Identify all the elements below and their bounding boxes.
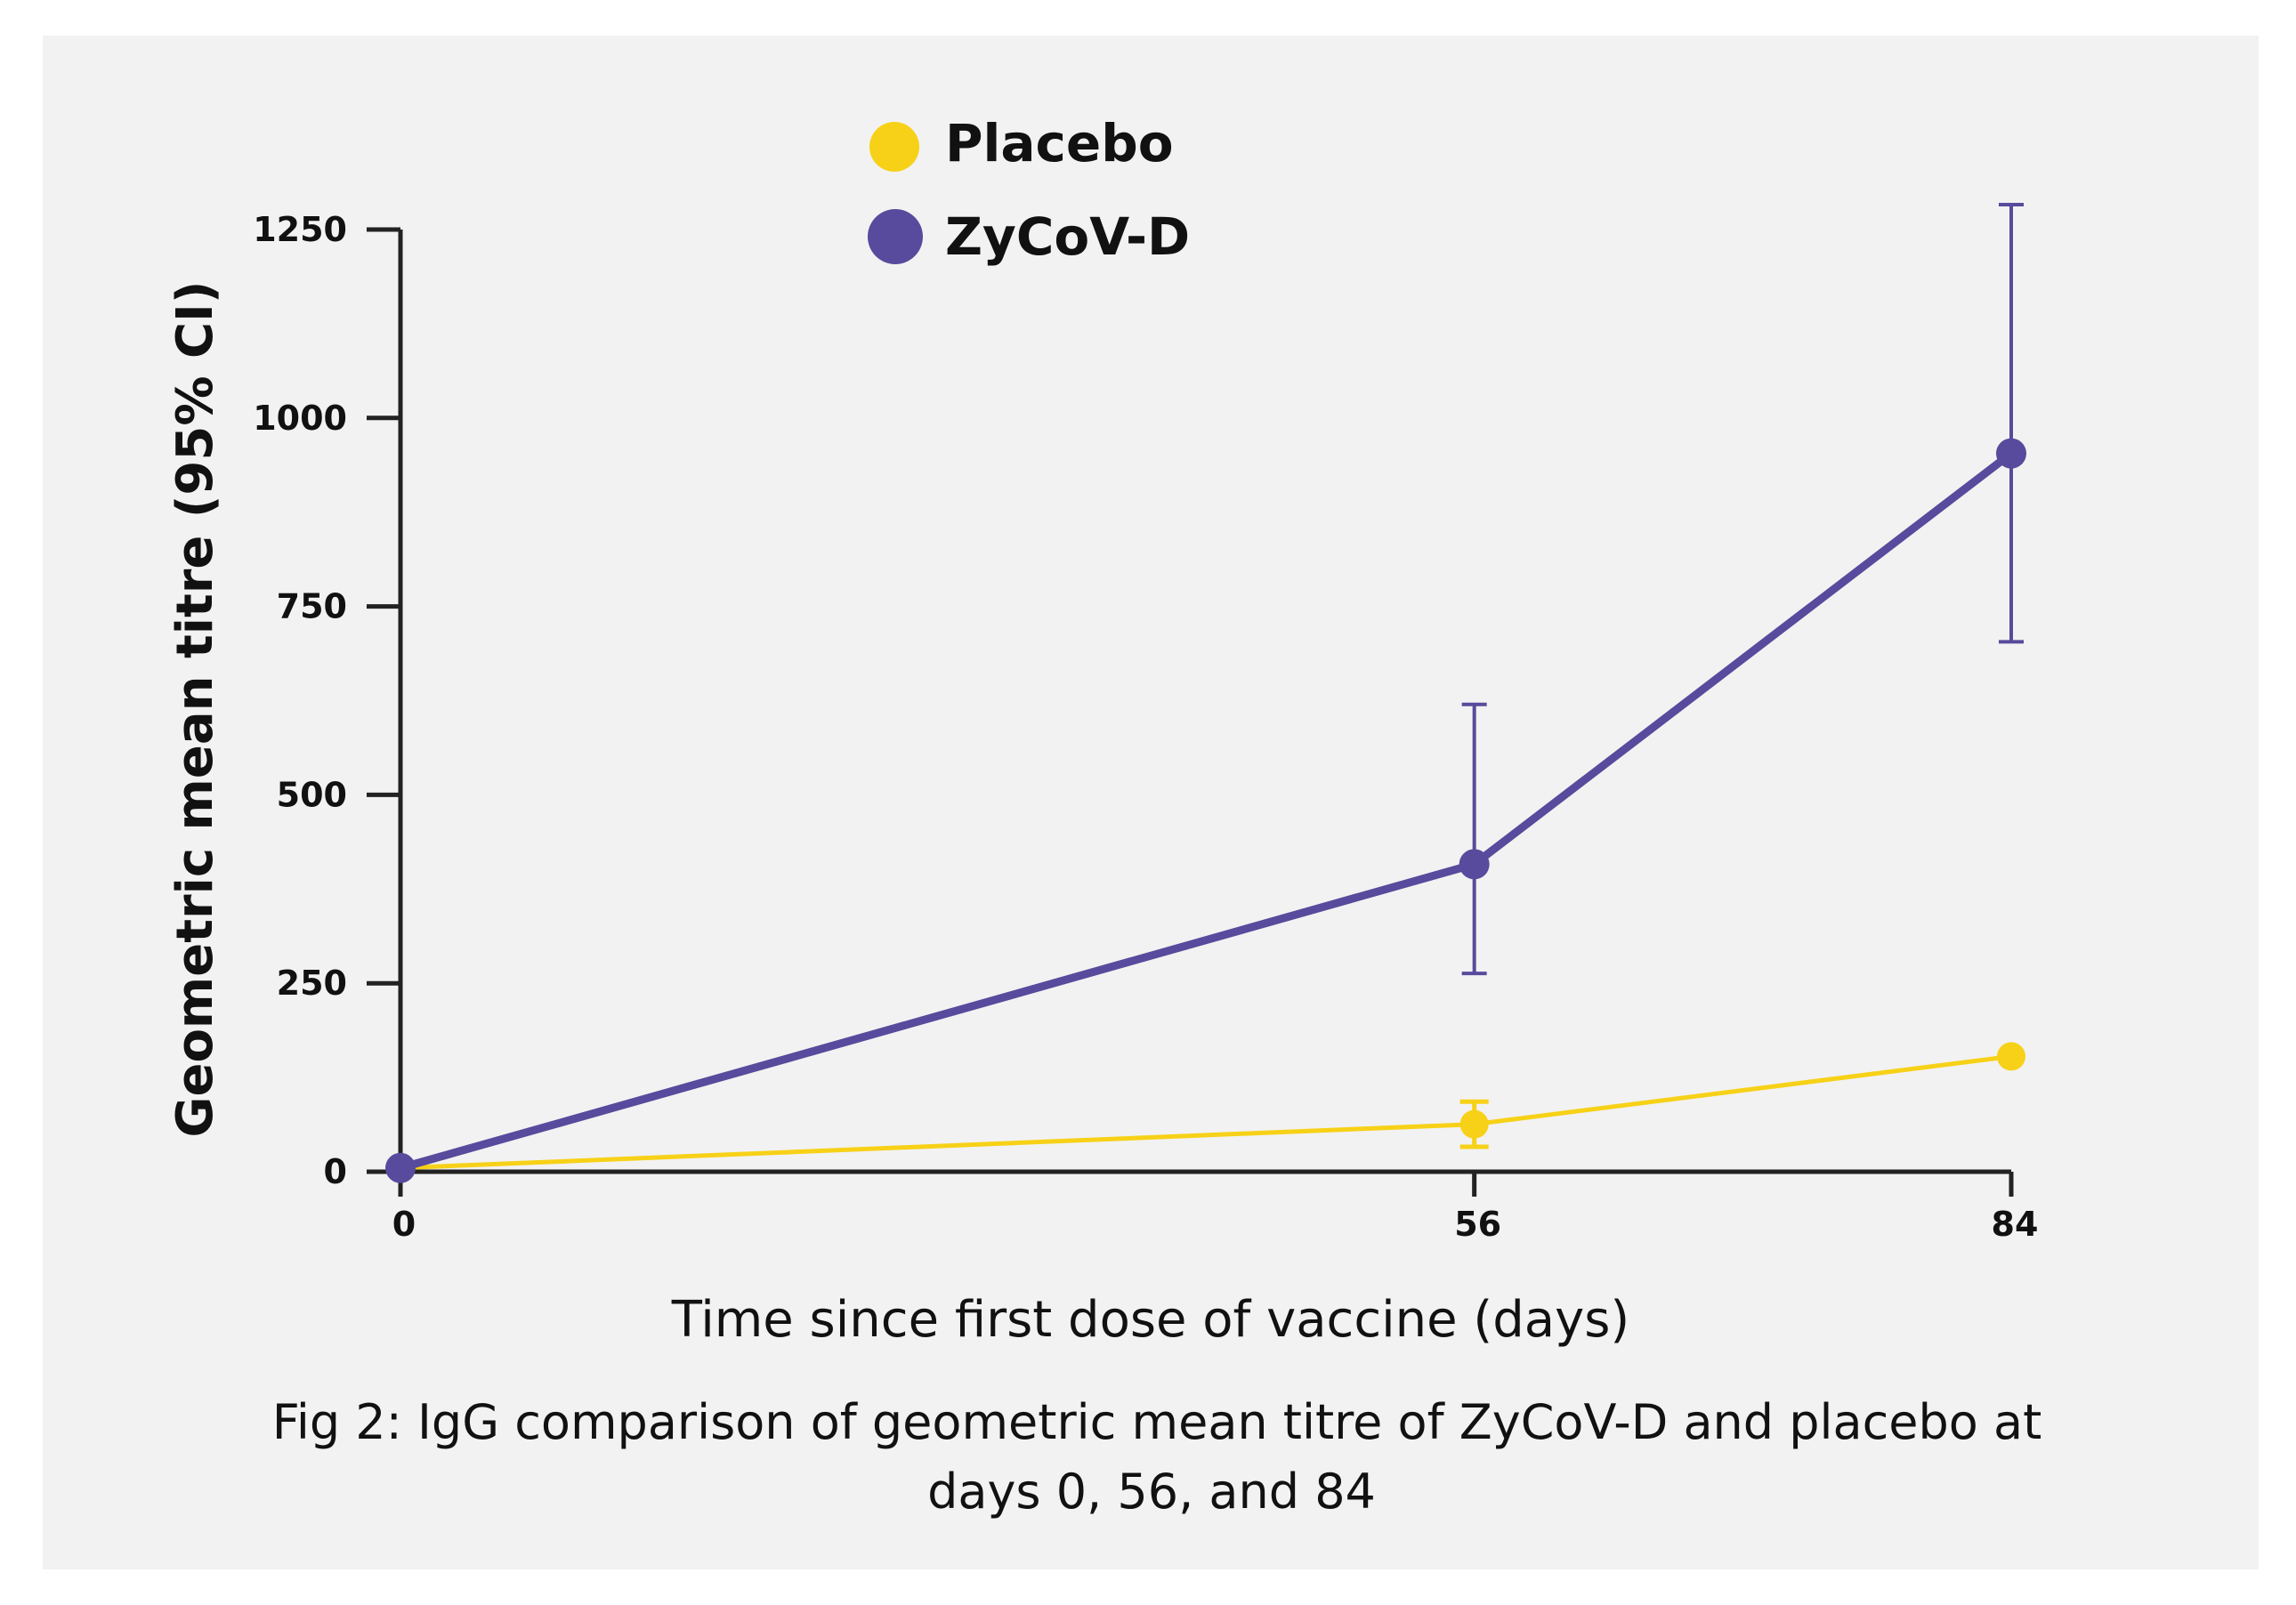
legend: Placebo ZyCoV-D xyxy=(868,113,1190,267)
axes xyxy=(398,230,2011,1174)
y-tick-label: 1000 xyxy=(253,399,347,438)
series-line-zycov-d xyxy=(399,450,2014,1173)
y-tick-label: 750 xyxy=(277,587,347,626)
y-axis-label: Geometric mean titre (95% CI) xyxy=(166,281,224,1138)
y-ticks: 0 250 500 750 1000 1250 xyxy=(253,210,400,1191)
data-point-zycov-d xyxy=(1459,849,1490,880)
series-layer xyxy=(385,203,2026,1183)
y-tick-label: 250 xyxy=(277,964,347,1003)
x-axis-label: Time since first dose of vaccine (days) xyxy=(671,1291,1630,1349)
y-tick-label: 1250 xyxy=(253,210,347,249)
data-point-zycov-d xyxy=(1996,438,2026,469)
chart-panel xyxy=(43,36,2259,1569)
data-point-placebo xyxy=(1997,1042,2025,1071)
x-ticks: 0 56 84 xyxy=(392,1172,2039,1244)
x-tick-label: 84 xyxy=(1992,1205,2039,1244)
legend-label-zycov-d: ZyCoV-D xyxy=(945,206,1190,267)
y-tick-label: 500 xyxy=(277,775,347,814)
y-tick-label: 0 xyxy=(324,1152,347,1191)
legend-label-placebo: Placebo xyxy=(945,113,1174,173)
x-tick-label: 0 xyxy=(392,1205,416,1244)
data-point-placebo xyxy=(1459,1109,1489,1139)
data-point-zycov-d xyxy=(385,1152,416,1183)
series-line-placebo xyxy=(400,1053,2012,1171)
legend-marker-zycov-d xyxy=(868,209,923,264)
figure-caption-line-2: days 0, 56, and 84 xyxy=(927,1464,1376,1520)
legend-marker-placebo xyxy=(869,122,919,172)
figure-caption-line-1: Fig 2: IgG comparison of geometric mean … xyxy=(272,1394,2042,1450)
x-tick-label: 56 xyxy=(1454,1205,1501,1244)
